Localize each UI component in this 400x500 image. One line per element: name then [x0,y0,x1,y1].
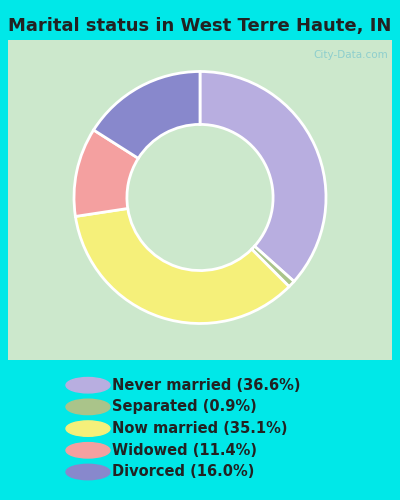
Text: Never married (36.6%): Never married (36.6%) [112,378,300,392]
Circle shape [66,378,110,393]
Text: City-Data.com: City-Data.com [313,50,388,60]
Wedge shape [252,246,294,286]
Circle shape [66,442,110,458]
Bar [8,40,392,360]
Wedge shape [74,130,138,216]
Wedge shape [94,72,200,158]
Text: Widowed (11.4%): Widowed (11.4%) [112,443,257,458]
Wedge shape [76,208,289,324]
Text: Marital status in West Terre Haute, IN: Marital status in West Terre Haute, IN [8,18,392,36]
Circle shape [66,464,110,479]
Text: Divorced (16.0%): Divorced (16.0%) [112,464,254,479]
Text: Now married (35.1%): Now married (35.1%) [112,421,288,436]
Text: Separated (0.9%): Separated (0.9%) [112,400,257,414]
Circle shape [66,421,110,436]
Wedge shape [200,72,326,282]
Circle shape [66,399,110,414]
